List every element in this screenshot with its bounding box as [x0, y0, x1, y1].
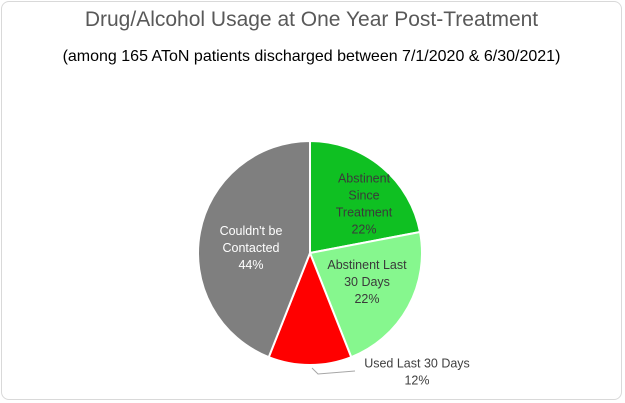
slice-label-0: Abstinent Since Treatment 22% [336, 172, 393, 237]
slice-label-line: Abstinent Last [327, 258, 407, 272]
slice-percent: 44% [238, 258, 263, 272]
slice-label-line: Abstinent [338, 172, 391, 186]
pie-slice-3 [197, 139, 311, 359]
slice-label-line: Treatment [336, 206, 393, 220]
slice-label-line: Used Last 30 Days [364, 357, 470, 371]
slice-label-2: Used Last 30 Days 12% [364, 357, 470, 388]
leader-line [311, 367, 356, 375]
chart-title: Drug/Alcohol Usage at One Year Post-Trea… [84, 8, 539, 31]
slice-percent: 12% [404, 374, 429, 388]
pie-slice-0 [309, 139, 422, 255]
slice-label-line: Contacted [223, 241, 280, 255]
chart-subtitle: (among 165 AToN patients discharged betw… [62, 48, 561, 65]
slice-label-3: Couldn't be Contacted 44% [220, 224, 283, 272]
slice-label-line: Couldn't be [220, 224, 283, 238]
pie-slice-1 [308, 230, 423, 359]
slice-percent: 22% [354, 292, 379, 306]
slice-label-line: Since [348, 189, 379, 203]
slice-label-1: Abstinent Last 30 Days 22% [327, 258, 407, 306]
slice-label-line: 30 Days [344, 275, 390, 289]
slice-percent: 22% [351, 223, 376, 237]
pie-slice-2 [267, 250, 353, 366]
